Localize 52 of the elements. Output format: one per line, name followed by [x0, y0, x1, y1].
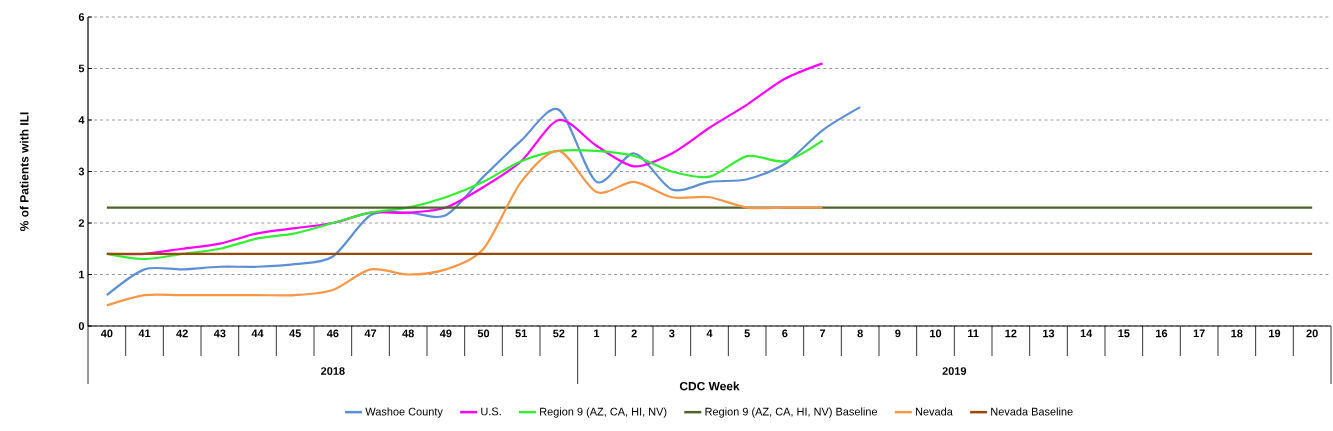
- x-tick-label: 43: [213, 329, 226, 338]
- text: 2019: [942, 367, 967, 375]
- y-axis-title: % of Patients with ILI: [19, 112, 29, 231]
- x-tick-label: 17: [1193, 329, 1205, 338]
- legend-label: Washoe County: [365, 407, 443, 418]
- y-tick-label: 6: [78, 13, 85, 21]
- x-tick-label: 48: [402, 329, 414, 338]
- x-tick-label: 3: [669, 329, 675, 338]
- legend-label: Region 9 (AZ, CA, HI, NV) Baseline: [705, 407, 878, 418]
- y-tick-label: 1: [79, 270, 85, 279]
- x-tick-label: 10: [930, 329, 942, 338]
- x-tick-label: 13: [1043, 329, 1055, 338]
- y-tick-label: 0: [78, 322, 85, 330]
- legend-label: Nevada: [915, 407, 953, 416]
- x-tick-label: 46: [326, 329, 339, 338]
- x-tick-label: 20: [1306, 329, 1318, 338]
- x-tick-label: 8: [857, 329, 863, 338]
- x-tick-label: 51: [515, 329, 527, 338]
- x-tick-label: 41: [138, 329, 151, 338]
- x-tick-label: 16: [1156, 329, 1168, 338]
- x-tick-label: 12: [1005, 329, 1017, 338]
- y-tick-label: 2: [78, 219, 85, 227]
- x-tick-label: 45: [289, 329, 301, 338]
- x-tick-label: 1: [594, 329, 600, 338]
- x-tick-label: 6: [782, 329, 788, 338]
- x-tick-label: 4: [706, 329, 713, 338]
- line-series: [105, 149, 824, 307]
- x-tick-label: 42: [176, 329, 188, 338]
- y-tick-label: 5: [78, 64, 85, 73]
- x-tick-label: 47: [364, 329, 377, 338]
- x-tick-label: 5: [744, 329, 750, 338]
- x-axis-title: CDC Week: [679, 381, 740, 391]
- y-tick-label: 3: [78, 167, 85, 176]
- x-tick-label: 15: [1118, 329, 1130, 338]
- x-tick-label: 40: [100, 329, 113, 338]
- x-tick-label: 14: [1080, 329, 1093, 338]
- y-tick-label: 4: [78, 116, 85, 124]
- legend-label: U.S.: [481, 407, 501, 416]
- x-tick-label: 49: [439, 329, 452, 338]
- x-tick-label: 11: [968, 329, 979, 338]
- x-tick-label: 7: [819, 329, 826, 338]
- legend-label: Region 9 (AZ, CA, HI, NV): [540, 407, 667, 418]
- x-tick-label: 18: [1231, 329, 1243, 338]
- x-tick-label: 19: [1269, 329, 1281, 338]
- x-tick-label: 50: [477, 329, 490, 338]
- legend-label: Nevada Baseline: [991, 407, 1073, 416]
- text: 2018: [321, 367, 345, 375]
- x-tick-label: 52: [553, 329, 565, 338]
- x-tick-label: 9: [895, 329, 901, 338]
- x-tick-label: 2: [631, 329, 637, 338]
- line-series: [105, 106, 862, 297]
- x-tick-label: 44: [251, 329, 264, 338]
